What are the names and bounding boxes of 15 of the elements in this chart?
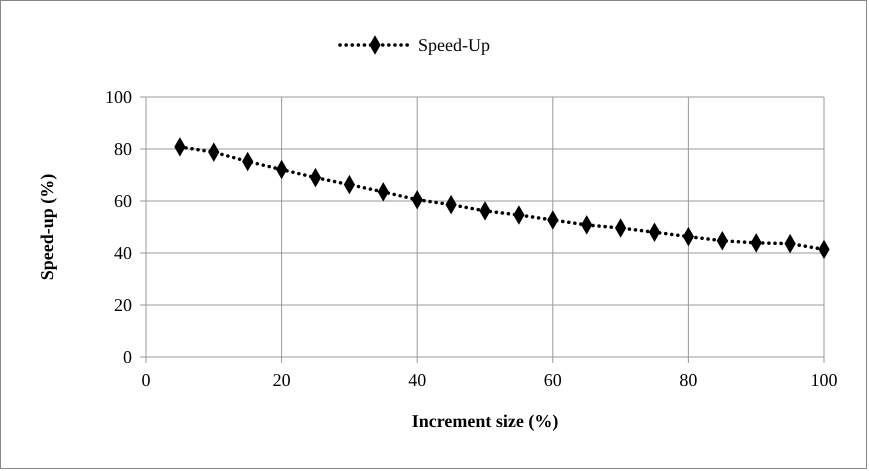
x-tick-label: 40 <box>408 370 426 390</box>
x-tick-label: 60 <box>544 370 562 390</box>
y-tick-label: 100 <box>105 86 132 107</box>
y-tick-label: 60 <box>114 190 132 211</box>
x-tick-label: 20 <box>272 370 291 390</box>
y-tick-label: 40 <box>114 242 132 263</box>
y-tick-label: 0 <box>123 346 132 367</box>
x-tick-label: 100 <box>810 370 838 390</box>
x-tick-label: 80 <box>679 370 698 390</box>
x-tick-label: 0 <box>142 370 150 390</box>
x-axis-title: Increment size (%) <box>412 411 558 431</box>
y-tick-label: 20 <box>114 294 132 315</box>
y-axis-title: Speed-up (%) <box>37 174 57 280</box>
legend-label: Speed-Up <box>418 35 490 55</box>
y-tick-label: 80 <box>114 138 132 159</box>
